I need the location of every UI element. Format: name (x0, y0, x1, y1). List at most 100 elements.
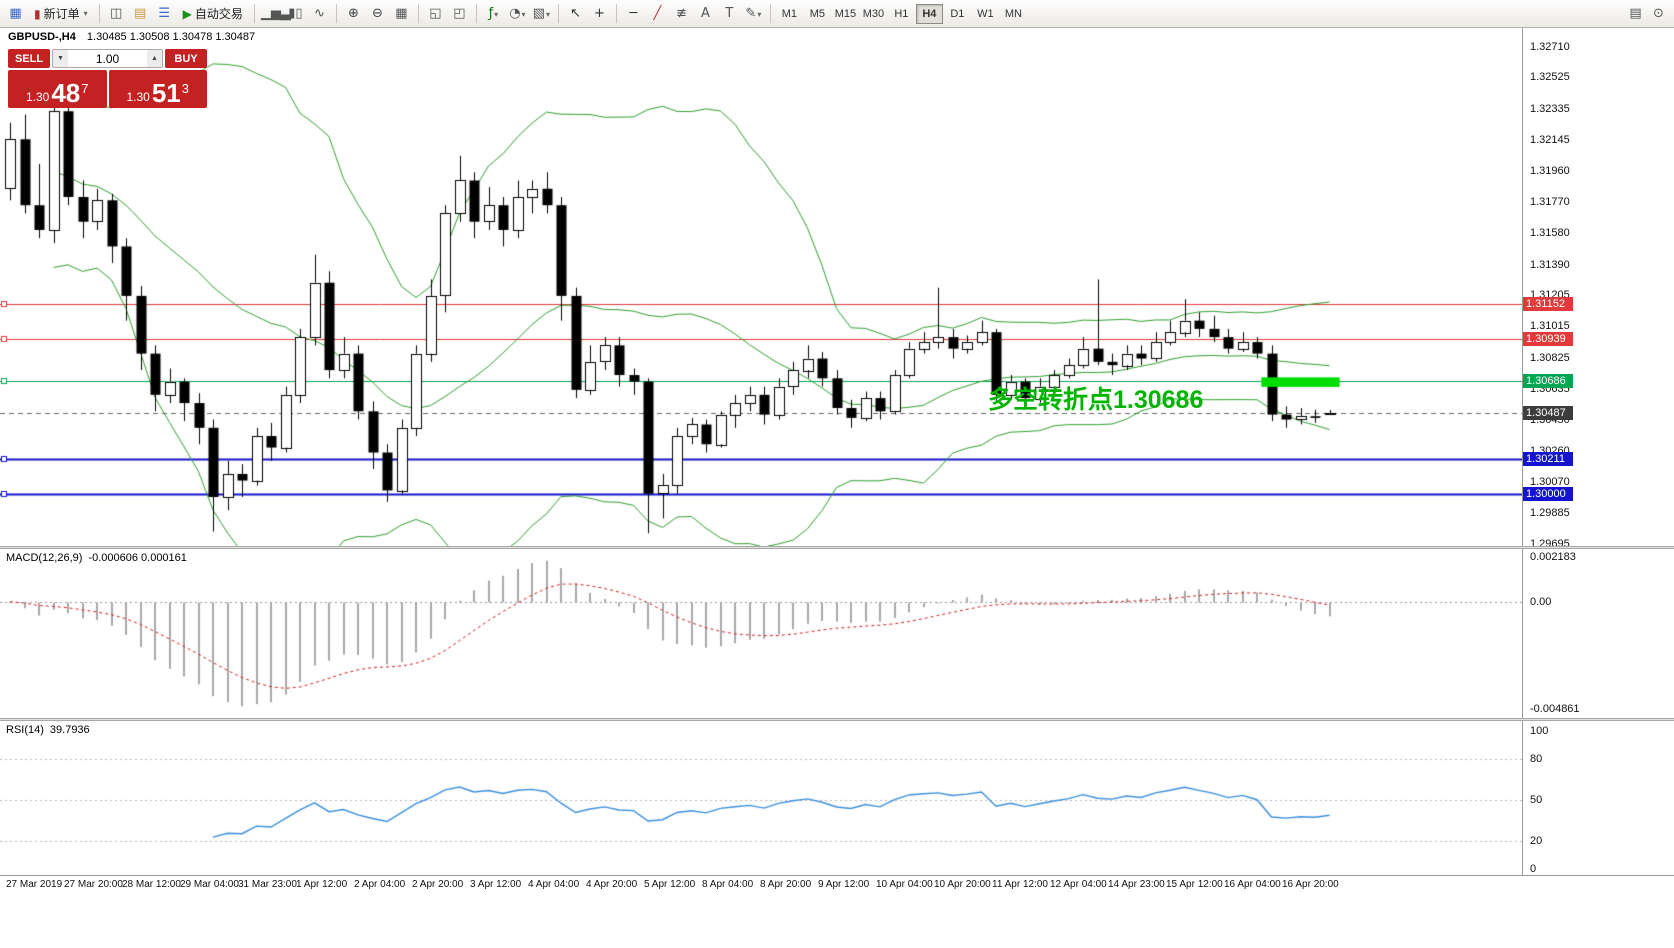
rsi-scale-label: 20 (1530, 835, 1543, 848)
rsi-canvas[interactable] (0, 721, 1522, 875)
macd-scale-label: 0.002183 (1530, 551, 1576, 563)
bid-prefix: 1.30 (25, 90, 50, 104)
time-axis-label: 29 Mar 04:00 (180, 879, 239, 890)
market-watch-icon[interactable]: ☰ (153, 3, 176, 25)
timeframe-m30-button[interactable]: M30 (860, 4, 887, 24)
profiles-icon[interactable]: ▤ (129, 3, 152, 25)
price-tag: 1.30686 (1523, 373, 1573, 388)
sell-button[interactable]: SELL (8, 49, 50, 68)
dropdown-caret-icon: ▾ (757, 9, 762, 19)
macd-splitter[interactable] (0, 546, 1674, 549)
toolbar-separator (475, 4, 477, 23)
print-icon[interactable]: ▤ (1624, 3, 1647, 25)
timeframe-h4-button[interactable]: H4 (915, 3, 943, 24)
timeframe-m15-button[interactable]: M15 (832, 4, 859, 24)
new-chart-icon[interactable]: ▦ (4, 3, 27, 25)
toolbar-separator (417, 4, 419, 23)
cursor-icon[interactable]: ↖ (564, 3, 587, 25)
trendline-icon[interactable]: ╱ (646, 3, 669, 25)
ask-pip-digit: 3 (181, 81, 189, 96)
time-axis-label: 27 Mar 2019 (6, 879, 63, 890)
price-chart-canvas[interactable] (0, 28, 1522, 546)
symbol-period-label: GBPUSD-,H4 (8, 31, 76, 43)
rsi-value: 39.7936 (49, 724, 90, 736)
time-axis[interactable]: 27 Mar 2019 27 Mar 20:00 28 Mar 12:00 29 Ma… (0, 875, 1674, 894)
volume-stepper: ▼ ▲ (52, 49, 163, 68)
macd-title: MACD(12,26,9) (6, 552, 83, 564)
timeframe-d1-button[interactable]: D1 (944, 4, 971, 24)
arrange-vertical-icon[interactable]: ◱ (424, 3, 447, 25)
new-order-button[interactable]: ▮ 新订单 ▾ (28, 3, 94, 25)
autotrading-button[interactable]: ▶ 自动交易 (177, 3, 249, 25)
time-axis-label: 1 Apr 12:00 (296, 879, 348, 890)
line-chart-icon[interactable]: ∿ (308, 3, 331, 25)
rsi-splitter[interactable] (0, 718, 1674, 721)
price-scale-tick: 1.31015 (1530, 320, 1570, 333)
price-scale-tick: 1.32710 (1530, 40, 1570, 53)
pivot-annotation-text[interactable]: 多空转折点1.30686 (988, 386, 1204, 414)
timeframe-w1-button[interactable]: W1 (972, 4, 999, 24)
volume-decrease-button[interactable]: ▼ (53, 50, 68, 67)
rsi-label: RSI(14) 39.7936 (6, 724, 90, 736)
price-tag: 1.30211 (1523, 451, 1573, 466)
tile-windows-icon[interactable]: ▦ (390, 3, 413, 25)
time-axis-label: 9 Apr 12:00 (818, 879, 870, 890)
ohlc-values: 1.30485 1.30508 1.30478 1.30487 (86, 31, 256, 43)
zoom-in-icon[interactable]: ⊕ (342, 3, 365, 25)
fibonacci-icon[interactable]: ≢ (670, 3, 693, 25)
price-tag: 1.30939 (1523, 331, 1573, 346)
time-axis-label: 14 Apr 23:00 (1108, 879, 1165, 890)
macd-canvas[interactable] (0, 549, 1522, 718)
volume-input[interactable] (68, 50, 147, 67)
time-axis-label: 4 Apr 20:00 (586, 879, 638, 890)
toolbar-separator (769, 4, 771, 23)
price-scale[interactable]: 1.32710 1.32525 1.32335 1.32145 1.31960 1.317… (1522, 28, 1674, 546)
charts-icon[interactable]: ◫ (105, 3, 128, 25)
macd-scale-label: 0.00 (1530, 595, 1552, 608)
shapes-icon[interactable]: ✎▾ (742, 3, 765, 25)
horizontal-line-icon[interactable]: ─ (622, 3, 645, 25)
time-axis-label: 3 Apr 12:00 (470, 879, 522, 890)
timeframe-mn-button[interactable]: MN (1000, 4, 1027, 24)
price-scale-tick: 1.32145 (1530, 134, 1570, 147)
timeframe-m5-button[interactable]: M5 (804, 4, 831, 24)
toolbar-separator (615, 4, 617, 23)
indicators-icon[interactable]: ƒ▾ (482, 3, 505, 25)
crosshair-icon[interactable]: + (588, 3, 611, 25)
timeframe-m1-button[interactable]: M1 (776, 4, 803, 24)
rsi-title: RSI(14) (6, 724, 44, 736)
rsi-scale[interactable]: 100 80 50 20 0 (1522, 721, 1674, 875)
label-icon[interactable]: T (718, 3, 741, 25)
buy-price-display[interactable]: 1.30 51 3 (108, 70, 207, 108)
cascade-windows-icon[interactable]: ◰ (448, 3, 471, 25)
price-scale-tick: 1.32525 (1530, 71, 1570, 84)
templates-icon[interactable]: ▧▾ (530, 3, 553, 25)
volume-increase-button[interactable]: ▲ (147, 50, 162, 67)
time-axis-label: 15 Apr 12:00 (1166, 879, 1223, 890)
new-order-icon: ▮ (34, 6, 41, 21)
rsi-scale-label: 80 (1530, 752, 1543, 765)
buy-button[interactable]: BUY (165, 49, 207, 68)
candlestick-chart-icon[interactable]: ▮▯ (284, 3, 307, 25)
toolbar-separator (253, 4, 255, 23)
bar-chart-icon[interactable]: ▁▅▃ (260, 3, 291, 25)
macd-scale[interactable]: 0.002183 0.00 -0.004861 (1522, 549, 1674, 718)
zoom-out-icon[interactable]: ⊖ (366, 3, 389, 25)
dropdown-caret-icon: ▾ (546, 9, 551, 19)
macd-values: -0.000606 0.000161 (88, 552, 187, 564)
text-icon[interactable]: A (694, 3, 717, 25)
macd-label: MACD(12,26,9) -0.000606 0.000161 (6, 552, 187, 564)
ask-big-digits: 51 (151, 78, 181, 108)
autotrading-icon: ▶ (182, 6, 192, 21)
search-icon[interactable]: ⊙ (1647, 3, 1670, 25)
price-scale-tick: 1.31390 (1530, 258, 1570, 271)
sell-price-display[interactable]: 1.30 48 7 (8, 70, 107, 108)
price-tag: 1.30000 (1523, 486, 1573, 501)
periods-icon[interactable]: ◔▾ (506, 3, 529, 25)
one-click-trading-panel: SELL ▼ ▲ BUY 1.30 48 7 1.30 51 3 (8, 49, 207, 108)
toolbar-separator (557, 4, 559, 23)
ask-prefix: 1.30 (126, 90, 150, 104)
toolbar-separator (98, 4, 100, 23)
timeframe-h1-button[interactable]: H1 (888, 4, 915, 24)
